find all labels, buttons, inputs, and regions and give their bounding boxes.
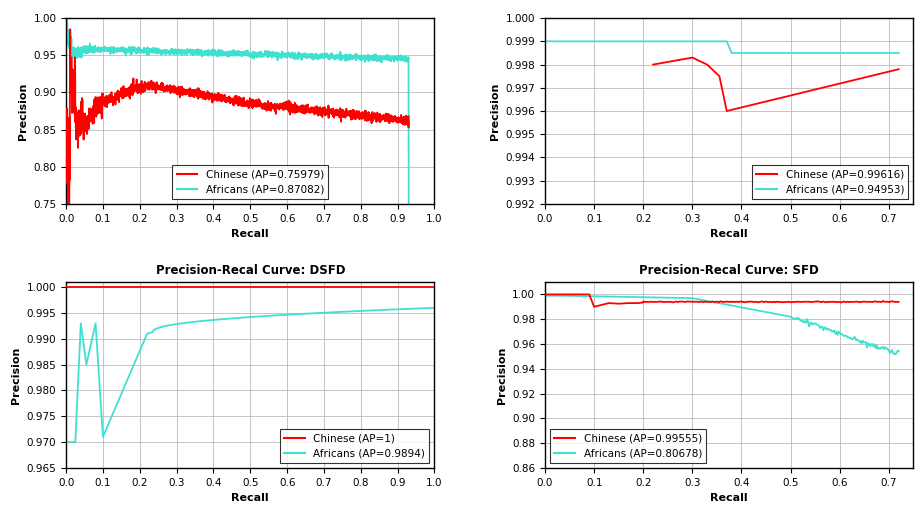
Legend: Chinese (AP=0.99616), Africans (AP=0.94953): Chinese (AP=0.99616), Africans (AP=0.949… (752, 165, 908, 199)
X-axis label: Recall: Recall (231, 493, 269, 503)
Title: Precision-Recal Curve: SFD: Precision-Recal Curve: SFD (639, 264, 819, 277)
Y-axis label: Precision: Precision (497, 346, 507, 404)
X-axis label: Recall: Recall (711, 229, 748, 239)
Y-axis label: Precision: Precision (17, 82, 28, 140)
Legend: Chinese (AP=1), Africans (AP=0.9894): Chinese (AP=1), Africans (AP=0.9894) (280, 429, 430, 463)
Y-axis label: Precision: Precision (11, 346, 21, 404)
Legend: Chinese (AP=0.99555), Africans (AP=0.80678): Chinese (AP=0.99555), Africans (AP=0.806… (550, 429, 706, 463)
X-axis label: Recall: Recall (231, 229, 269, 239)
Title: Precision-Recal Curve: DSFD: Precision-Recal Curve: DSFD (155, 264, 345, 277)
X-axis label: Recall: Recall (711, 493, 748, 503)
Y-axis label: Precision: Precision (490, 82, 500, 140)
Legend: Chinese (AP=0.75979), Africans (AP=0.87082): Chinese (AP=0.75979), Africans (AP=0.870… (173, 165, 329, 199)
